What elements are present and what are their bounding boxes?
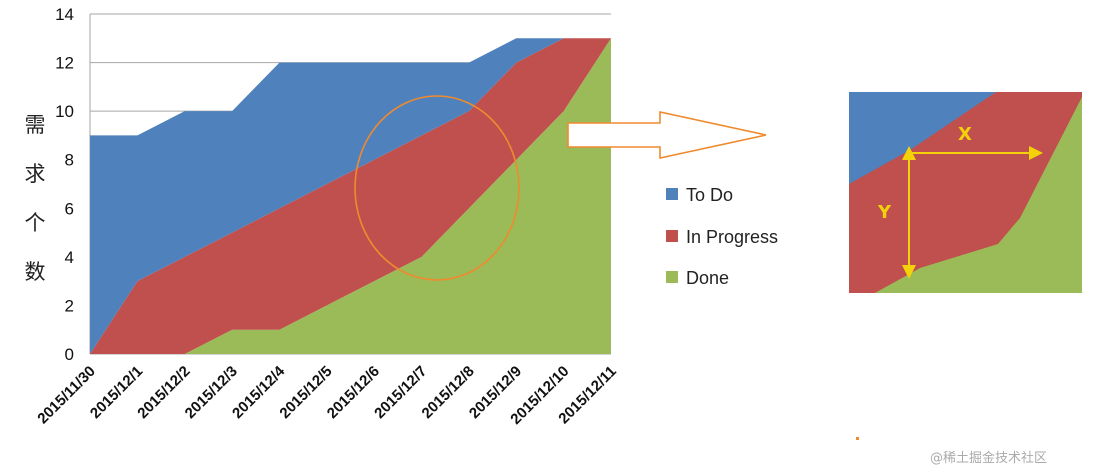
area-in-progress	[90, 38, 611, 355]
y-tick-labels: 0 2 4 6 8 10 12 14	[55, 5, 74, 364]
y-tick-label: 6	[65, 199, 74, 218]
legend-swatch-to-do	[666, 188, 678, 200]
zoom-arrow-icon	[567, 111, 767, 159]
y-tick-label: 0	[65, 345, 74, 364]
y-axis-label-char: 求	[25, 162, 46, 186]
legend-label: Done	[686, 268, 729, 288]
x-tick-labels: 2015/11/302015/12/12015/12/22015/12/3201…	[34, 362, 620, 428]
watermark: @稀土掘金技术社区	[930, 450, 1047, 466]
area-done	[90, 38, 611, 355]
y-axis-label-char: 个	[25, 211, 46, 235]
y-tick-label: 10	[55, 102, 74, 121]
y-tick-label: 2	[65, 296, 74, 315]
area-to-do	[90, 38, 611, 355]
x-tick-label: 2015/11/30	[34, 363, 99, 428]
zoom-inset: X Y	[849, 92, 1082, 293]
legend-swatch-done	[666, 271, 678, 283]
y-axis-label-char: 数	[25, 260, 46, 284]
orange-dot	[856, 437, 859, 440]
area-series	[90, 38, 611, 355]
inset-to-do-area	[849, 92, 996, 184]
highlight-circle	[354, 95, 520, 281]
y-tick-label: 8	[65, 151, 74, 170]
x-measure-label: X	[958, 124, 972, 145]
y-measure-label: Y	[877, 202, 892, 223]
y-axis-label-char: 需	[25, 113, 46, 137]
y-tick-label: 4	[65, 248, 74, 267]
legend-label: In Progress	[686, 227, 778, 247]
y-tick-label: 14	[55, 5, 74, 24]
legend: To Do In Progress Done	[666, 185, 778, 288]
legend-label: To Do	[686, 185, 733, 205]
y-tick-label: 12	[55, 54, 74, 73]
legend-swatch-in-progress	[666, 230, 678, 242]
